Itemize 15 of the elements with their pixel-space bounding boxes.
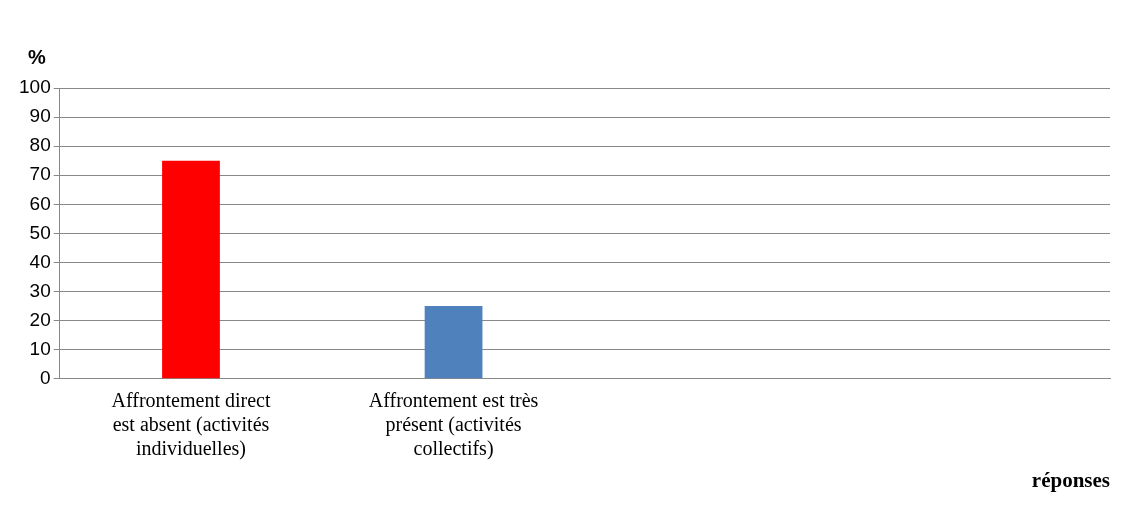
- y-axis-title: %: [28, 45, 46, 68]
- y-tick-label: 10: [29, 337, 51, 359]
- x-axis-title: réponses: [1031, 467, 1110, 492]
- x-tick-label: Affrontement direct est absent (activités individuelles): [111, 389, 271, 461]
- y-tick-label: 20: [29, 308, 51, 330]
- y-tick-label: 30: [29, 279, 51, 301]
- x-tick-label: Affrontement est très présent (activités collectifs): [368, 389, 539, 461]
- y-tick-label: 70: [29, 163, 51, 185]
- y-tick-label: 80: [29, 134, 51, 156]
- y-tick-label: 100: [19, 76, 51, 98]
- y-tick-label: 60: [29, 192, 51, 214]
- y-tick-label: 0: [40, 367, 51, 389]
- y-tick-label: 50: [29, 221, 51, 243]
- y-tick-label: 90: [29, 105, 51, 127]
- y-tick-label: 40: [29, 250, 51, 272]
